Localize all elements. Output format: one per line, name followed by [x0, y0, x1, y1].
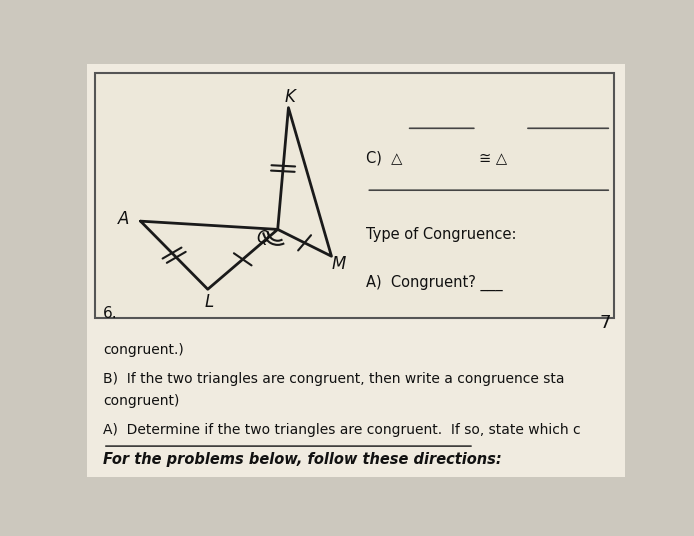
Text: 6.: 6. [103, 306, 117, 321]
Text: congruent.): congruent.) [103, 343, 184, 357]
FancyBboxPatch shape [95, 72, 613, 318]
Text: A)  Determine if the two triangles are congruent.  If so, state which c: A) Determine if the two triangles are co… [103, 423, 580, 437]
Text: L: L [205, 293, 214, 311]
Text: A)  Congruent? ___: A) Congruent? ___ [366, 275, 503, 291]
Text: Q: Q [257, 229, 270, 247]
Text: K: K [285, 88, 296, 106]
Text: A: A [118, 210, 129, 228]
FancyBboxPatch shape [87, 64, 625, 477]
Text: ≅ △: ≅ △ [480, 151, 507, 166]
Text: 7: 7 [600, 314, 611, 332]
Text: congruent): congruent) [103, 394, 179, 408]
Text: C)  △: C) △ [366, 151, 403, 166]
Text: B)  If the two triangles are congruent, then write a congruence sta: B) If the two triangles are congruent, t… [103, 372, 564, 386]
Text: M: M [331, 256, 346, 273]
Text: For the problems below, follow these directions:: For the problems below, follow these dir… [103, 452, 502, 467]
Text: Type of Congruence:: Type of Congruence: [366, 227, 517, 242]
